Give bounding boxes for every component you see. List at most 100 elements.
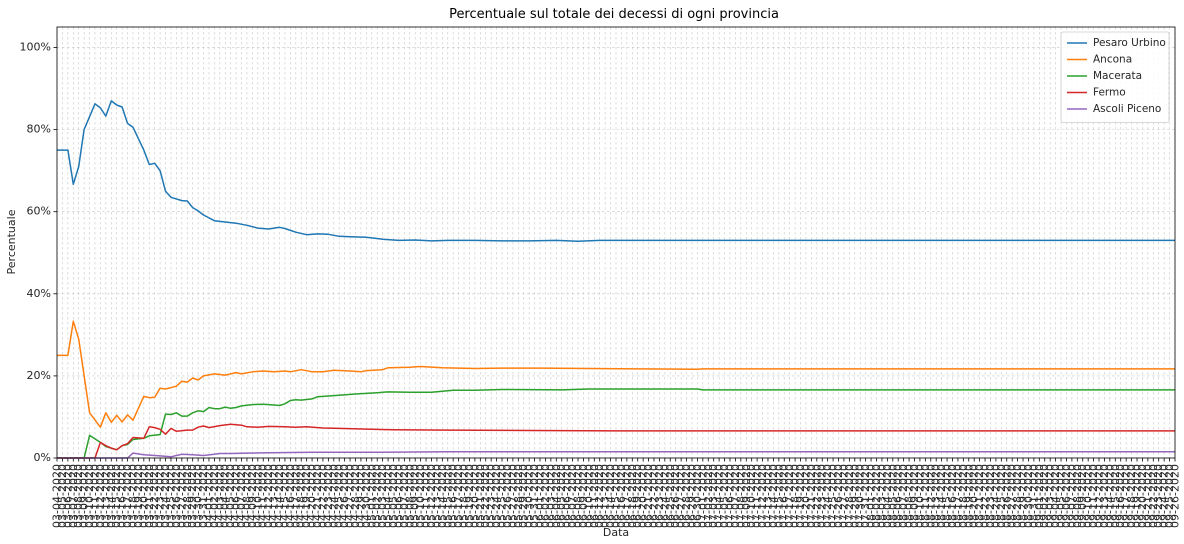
- x-tick-label: 07-22-2020: [810, 464, 823, 528]
- x-tick-label: 05-20-2020: [468, 464, 481, 528]
- x-tick-label: 05-19-2020: [463, 464, 476, 528]
- x-tick-label: 06-29-2020: [685, 464, 698, 528]
- x-tick-label: 04-02-2020: [208, 464, 221, 528]
- x-tick-label: 03-14-2020: [105, 464, 118, 528]
- x-tick-label: 03-13-2020: [99, 464, 112, 528]
- x-tick-label: 05-27-2020: [506, 464, 519, 528]
- x-tick-label: 06-15-2020: [610, 464, 623, 528]
- x-tick-label: 09-25-2020: [1163, 464, 1176, 528]
- x-tick-label: 04-01-2020: [202, 464, 215, 528]
- x-tick-label: 06-04-2020: [550, 464, 563, 528]
- y-tick-label: 60%: [27, 205, 51, 218]
- x-tick-label: 09-13-2020: [1098, 464, 1111, 528]
- legend-label: Ascoli Piceno: [1093, 103, 1161, 115]
- x-tick-label: 06-01-2020: [534, 464, 547, 528]
- x-tick-label: 05-15-2020: [441, 464, 454, 528]
- x-tick-label: 06-12-2020: [593, 464, 606, 528]
- x-tick-label: 08-28-2020: [1011, 464, 1024, 528]
- x-tick-label: 03-10-2020: [83, 464, 96, 528]
- x-tick-label: 08-24-2020: [989, 464, 1002, 528]
- x-tick-label: 04-09-2020: [246, 464, 259, 528]
- x-tick-label: 03-04-2020: [51, 464, 64, 528]
- x-tick-label: 09-16-2020: [1114, 464, 1127, 528]
- x-tick-label: 05-26-2020: [501, 464, 514, 528]
- x-tick-label: 08-31-2020: [1027, 464, 1040, 528]
- x-tick-label: 07-03-2020: [707, 464, 720, 528]
- x-tick-label: 03-15-2020: [110, 464, 123, 528]
- x-tick-label: 06-26-2020: [669, 464, 682, 528]
- x-tick-label: 07-20-2020: [799, 464, 812, 528]
- x-tick-label: 03-26-2020: [170, 464, 183, 528]
- x-tick-label: 07-09-2020: [740, 464, 753, 528]
- x-tick-label: 03-05-2020: [56, 464, 69, 528]
- x-tick-label: 04-30-2020: [360, 464, 373, 528]
- x-tick-label: 07-23-2020: [816, 464, 829, 528]
- x-tick-label: 07-17-2020: [783, 464, 796, 528]
- x-tick-label: 08-03-2020: [875, 464, 888, 528]
- x-tick-label: 03-23-2020: [154, 464, 167, 528]
- x-tick-label: 08-06-2020: [892, 464, 905, 528]
- plot-frame: [56, 26, 1176, 459]
- x-tick-label: 05-21-2020: [474, 464, 487, 528]
- x-tick-label: 04-05-2020: [224, 464, 237, 528]
- x-tick-label: 07-10-2020: [745, 464, 758, 528]
- x-tick-label: 05-05-2020: [387, 464, 400, 528]
- x-tick-label: 07-08-2020: [734, 464, 747, 528]
- x-tick-label: 07-28-2020: [843, 464, 856, 528]
- x-tick-label: 06-21-2020: [642, 464, 655, 528]
- x-tick-label: 03-17-2020: [121, 464, 134, 528]
- x-tick-label: 07-04-2020: [713, 464, 726, 528]
- x-tick-label: 09-05-2020: [1055, 464, 1068, 528]
- x-tick-label: 05-24-2020: [490, 464, 503, 528]
- x-tick-label: 04-23-2020: [322, 464, 335, 528]
- x-tick-label: 05-30-2020: [523, 464, 536, 528]
- y-tick-labels: 0% 20% 40% 60% 80% 100%: [20, 41, 57, 464]
- x-tick-label: 03-30-2020: [192, 464, 205, 528]
- x-tick-label: 07-31-2020: [859, 464, 872, 528]
- x-tick-label: 04-19-2020: [300, 464, 313, 528]
- x-tick-label: 03-06-2020: [61, 464, 74, 528]
- x-tick-label: 04-20-2020: [306, 464, 319, 528]
- y-tick-label: 40%: [27, 287, 51, 300]
- x-tick-label: 06-25-2020: [664, 464, 677, 528]
- x-tick-label: 05-04-2020: [382, 464, 395, 528]
- x-tick-label: 08-12-2020: [924, 464, 937, 528]
- x-tick-label: 07-14-2020: [767, 464, 780, 528]
- x-tick-label: 08-01-2020: [865, 464, 878, 528]
- x-tick-label: 05-29-2020: [517, 464, 530, 528]
- x-tick-label: 08-16-2020: [946, 464, 959, 528]
- x-tick-label: 06-05-2020: [555, 464, 568, 528]
- x-tick-label: 06-08-2020: [572, 464, 585, 528]
- x-tick-label: 07-11-2020: [751, 464, 764, 528]
- x-tick-label: 09-01-2020: [1033, 464, 1046, 528]
- y-tick-label: 80%: [27, 123, 51, 136]
- x-tick-label: 08-19-2020: [962, 464, 975, 528]
- x-tick-label: 07-24-2020: [821, 464, 834, 528]
- x-tick-label: 07-07-2020: [729, 464, 742, 528]
- x-tick-label: 04-15-2020: [278, 464, 291, 528]
- x-tick-label: 06-07-2020: [566, 464, 579, 528]
- x-axis-label: Data: [603, 526, 629, 539]
- x-tick-label: 05-22-2020: [479, 464, 492, 528]
- x-tick-label: 06-24-2020: [658, 464, 671, 528]
- x-tick-label: 03-29-2020: [186, 464, 199, 528]
- x-tick-label: 04-04-2020: [219, 464, 232, 528]
- x-tick-label: 03-31-2020: [197, 464, 210, 528]
- x-tick-label: 03-25-2020: [164, 464, 177, 528]
- x-tick-label: 05-03-2020: [376, 464, 389, 528]
- x-tick-label: 08-30-2020: [1022, 464, 1035, 528]
- x-tick-label: 07-15-2020: [772, 464, 785, 528]
- x-tick-label: 05-11-2020: [420, 464, 433, 528]
- x-tick-label: 08-23-2020: [984, 464, 997, 528]
- x-tick-label: 06-11-2020: [588, 464, 601, 528]
- x-tick-label: 04-22-2020: [316, 464, 329, 528]
- x-tick-label: 05-07-2020: [398, 464, 411, 528]
- x-tick-label: 09-22-2020: [1147, 464, 1160, 528]
- x-tick-label: 07-06-2020: [723, 464, 736, 528]
- x-tick-label: 05-17-2020: [452, 464, 465, 528]
- x-tick-label: 06-06-2020: [561, 464, 574, 528]
- x-tick-label: 08-18-2020: [957, 464, 970, 528]
- series-line-ancona: [57, 320, 1175, 428]
- x-tick-label: 04-24-2020: [327, 464, 340, 528]
